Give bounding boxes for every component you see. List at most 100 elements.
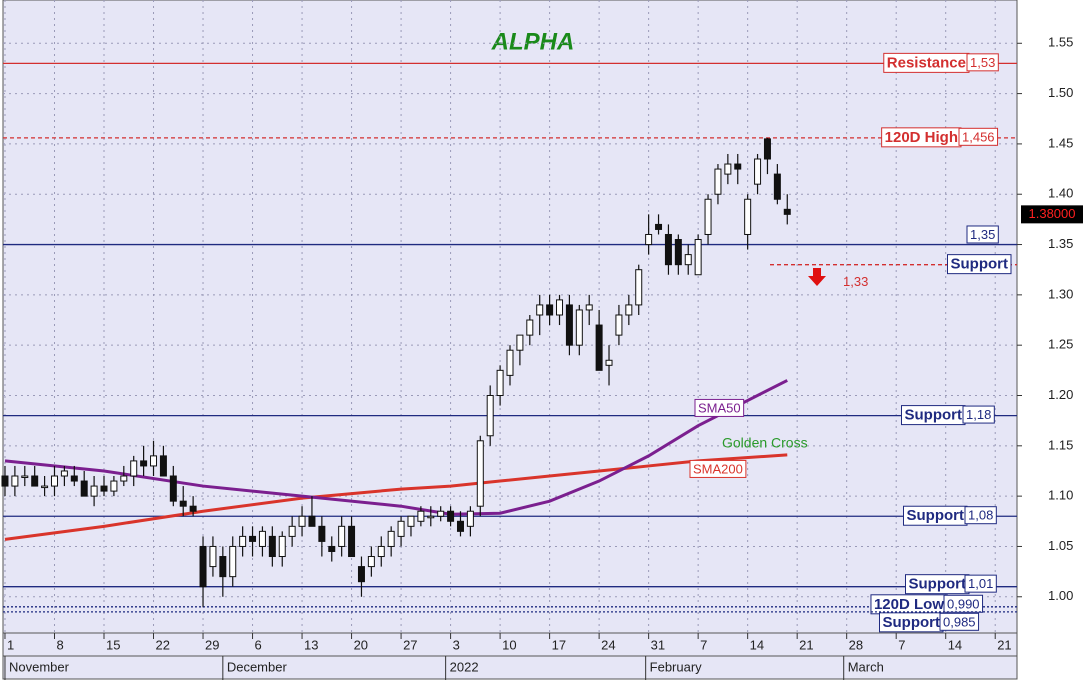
candle-body — [298, 515, 306, 527]
month-label: March — [848, 659, 884, 674]
candle-body — [674, 239, 682, 266]
candle-body — [120, 475, 128, 482]
candle-body — [308, 515, 316, 527]
level-name: Support — [905, 407, 963, 424]
label-box — [966, 225, 999, 244]
label-box — [964, 574, 997, 593]
month-label: November — [9, 659, 70, 674]
x-tick-label: 17 — [552, 637, 566, 652]
month-label: 2022 — [450, 659, 479, 674]
candle-body — [140, 460, 148, 467]
candle-body — [466, 510, 474, 527]
candle-body — [486, 394, 494, 437]
level-name: Resistance — [887, 54, 966, 71]
candle-body — [209, 545, 217, 568]
candle-body — [239, 535, 247, 547]
candle-body — [367, 556, 375, 568]
x-tick-label: 14 — [750, 637, 764, 652]
candle-body — [189, 505, 197, 512]
x-tick-label: 21 — [997, 637, 1011, 652]
candle-body — [100, 485, 108, 492]
level-name: Support — [909, 576, 967, 593]
candle-body — [407, 515, 415, 527]
candle-body — [783, 208, 791, 215]
annotation: Golden Cross — [722, 435, 808, 451]
candle-body — [268, 535, 276, 558]
x-tick-label: 15 — [106, 637, 120, 652]
candle-body — [664, 233, 672, 266]
price-tag-label: 1.38000 — [1029, 206, 1076, 221]
y-tick-label: 1.35 — [1048, 236, 1073, 251]
candle-body — [565, 304, 573, 346]
x-tick-label: 1 — [7, 637, 14, 652]
candle-body — [288, 525, 296, 537]
candle-body — [734, 163, 742, 170]
y-tick-label: 1.40 — [1048, 186, 1073, 201]
x-tick-label: 22 — [156, 637, 170, 652]
level-value: 1,08 — [968, 508, 993, 523]
candle-body — [21, 475, 29, 479]
plot-area — [2, 0, 1018, 634]
level-name: 120D Low — [874, 596, 944, 613]
candle-body — [249, 535, 257, 542]
candle-body — [585, 304, 593, 311]
y-tick-label: 1.50 — [1048, 85, 1073, 100]
candle-body — [526, 319, 534, 336]
candle-body — [318, 525, 326, 542]
series-label: SMA200 — [693, 461, 743, 476]
level-name: 120D High — [885, 129, 958, 146]
candle-body — [605, 359, 613, 366]
candle-body — [199, 545, 207, 588]
level-value: 1,456 — [962, 129, 995, 144]
candle-body — [50, 475, 58, 487]
level-name: Support — [907, 507, 965, 524]
candle-body — [60, 470, 68, 477]
label-box — [964, 506, 997, 525]
candle-body — [684, 254, 692, 266]
candle-body — [447, 510, 455, 522]
candle-body — [80, 480, 88, 497]
candle-body — [219, 556, 227, 578]
price-tag — [1021, 205, 1083, 224]
y-tick-label: 1.00 — [1048, 588, 1073, 603]
x-tick-label: 29 — [205, 637, 219, 652]
sma-line — [4, 379, 788, 516]
candle-body — [645, 233, 653, 246]
candle-body — [348, 525, 356, 558]
candle-body — [150, 455, 158, 467]
chart-title: ALPHA — [491, 28, 575, 55]
candle-body — [516, 334, 524, 351]
candle-body — [724, 163, 732, 175]
x-tick-label: 10 — [502, 637, 516, 652]
candle-body — [536, 304, 544, 316]
y-tick-label: 1.25 — [1048, 337, 1073, 352]
x-tick-label: 7 — [898, 637, 905, 652]
candle-body — [635, 269, 643, 306]
candle-body — [655, 223, 663, 230]
level-value: 0,985 — [943, 614, 976, 629]
candle-body — [357, 566, 365, 583]
series-label: SMA50 — [698, 400, 741, 415]
candle-body — [437, 510, 445, 517]
level-value: 1,18 — [966, 407, 991, 422]
label-box — [939, 612, 980, 631]
x-tick-label: 24 — [601, 637, 615, 652]
y-tick-label: 1.15 — [1048, 437, 1073, 452]
candle-body — [258, 530, 266, 547]
down-arrow — [808, 268, 826, 286]
sma-line — [4, 453, 788, 541]
candle-body — [456, 520, 464, 532]
y-tick-label: 1.10 — [1048, 488, 1073, 503]
x-tick-label: 14 — [948, 637, 962, 652]
candle-body — [328, 545, 336, 552]
candle-body — [31, 475, 39, 487]
y-tick-label: 1.20 — [1048, 387, 1073, 402]
level-name: Support — [883, 614, 941, 631]
month-label: February — [650, 659, 703, 674]
label-box — [962, 405, 995, 424]
candle-body — [427, 515, 435, 519]
candle-body — [496, 369, 504, 396]
level-value: 1,35 — [970, 227, 995, 242]
candle-body — [397, 520, 405, 537]
candle-body — [1, 475, 9, 487]
